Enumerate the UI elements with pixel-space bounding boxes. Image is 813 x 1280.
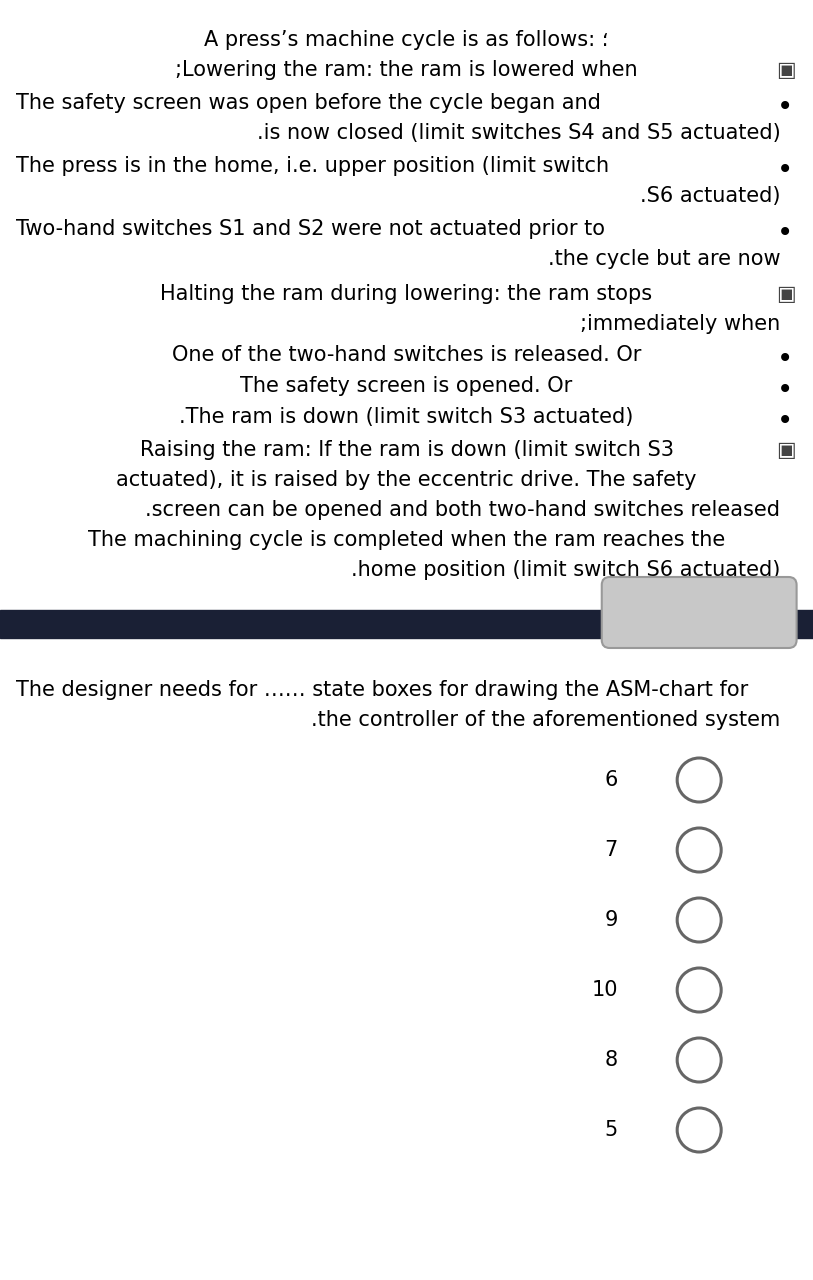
Circle shape xyxy=(677,1038,721,1082)
Text: .the controller of the aforementioned system: .the controller of the aforementioned sy… xyxy=(311,710,780,730)
Text: •: • xyxy=(776,219,793,247)
Text: .home position (limit switch S6 actuated): .home position (limit switch S6 actuated… xyxy=(351,561,780,580)
Circle shape xyxy=(677,899,721,942)
Text: ;immediately when: ;immediately when xyxy=(580,314,780,334)
Text: .is now closed (limit switches S4 and S5 actuated): .is now closed (limit switches S4 and S5… xyxy=(257,123,780,143)
Text: .the cycle but are now: .the cycle but are now xyxy=(548,250,780,269)
Text: Two-hand switches S1 and S2 were not actuated prior to: Two-hand switches S1 and S2 were not act… xyxy=(16,219,605,239)
Text: A press’s machine cycle is as follows: ؛: A press’s machine cycle is as follows: ؛ xyxy=(204,29,609,50)
Text: 5: 5 xyxy=(605,1120,618,1140)
Text: 9: 9 xyxy=(605,910,618,931)
Text: The designer needs for …… state boxes for drawing the ASM-chart for: The designer needs for …… state boxes fo… xyxy=(16,680,749,700)
FancyBboxPatch shape xyxy=(0,611,813,637)
Text: .The ram is down (limit switch S3 actuated): .The ram is down (limit switch S3 actuat… xyxy=(180,407,633,428)
Text: 6: 6 xyxy=(605,771,618,790)
Text: •: • xyxy=(776,93,793,122)
Text: Halting the ram during lowering: the ram stops: Halting the ram during lowering: the ram… xyxy=(160,284,653,303)
Circle shape xyxy=(677,1108,721,1152)
Text: actuated), it is raised by the eccentric drive. The safety: actuated), it is raised by the eccentric… xyxy=(116,470,697,490)
Text: •: • xyxy=(776,376,793,404)
Text: Raising the ram: If the ram is down (limit switch S3: Raising the ram: If the ram is down (lim… xyxy=(140,440,673,460)
Text: ▣: ▣ xyxy=(776,60,796,79)
Text: •: • xyxy=(776,346,793,372)
Text: The press is in the home, i.e. upper position (limit switch: The press is in the home, i.e. upper pos… xyxy=(16,156,610,175)
Text: .screen can be opened and both two-hand switches released: .screen can be opened and both two-hand … xyxy=(146,500,780,520)
FancyBboxPatch shape xyxy=(602,577,797,648)
Circle shape xyxy=(677,758,721,803)
Circle shape xyxy=(677,828,721,872)
Text: 7: 7 xyxy=(605,840,618,860)
Text: One of the two-hand switches is released. Or: One of the two-hand switches is released… xyxy=(172,346,641,365)
Text: 8: 8 xyxy=(605,1050,618,1070)
Text: 10: 10 xyxy=(591,980,618,1000)
Text: The safety screen was open before the cycle began and: The safety screen was open before the cy… xyxy=(16,93,601,113)
Text: The safety screen is opened. Or: The safety screen is opened. Or xyxy=(241,376,572,396)
Text: •: • xyxy=(776,407,793,435)
Text: ▣: ▣ xyxy=(776,440,796,460)
Circle shape xyxy=(677,968,721,1012)
Text: The machining cycle is completed when the ram reaches the: The machining cycle is completed when th… xyxy=(88,530,725,550)
Text: .S6 actuated): .S6 actuated) xyxy=(640,186,780,206)
Text: ▣: ▣ xyxy=(776,284,796,303)
Text: •: • xyxy=(776,156,793,184)
Text: ;Lowering the ram: the ram is lowered when: ;Lowering the ram: the ram is lowered wh… xyxy=(175,60,638,79)
